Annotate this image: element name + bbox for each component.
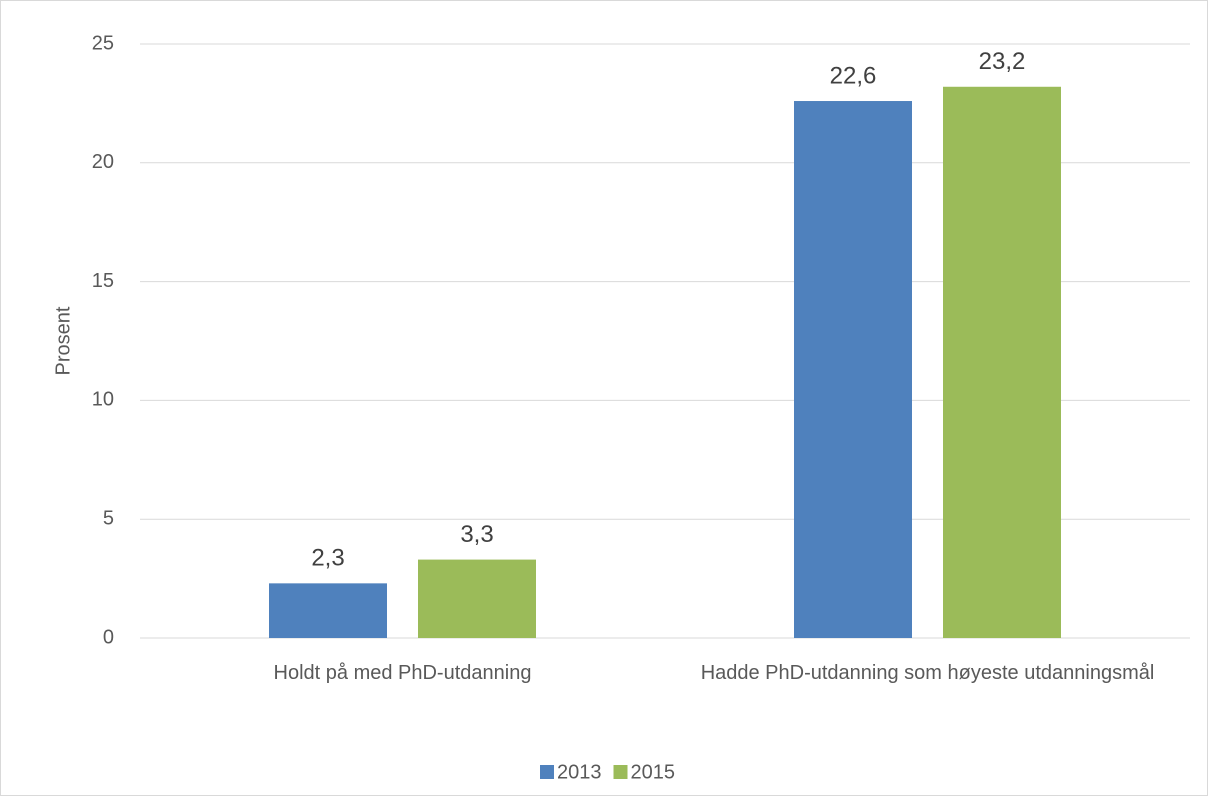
y-tick-label: 5 xyxy=(103,507,114,529)
y-tick-label: 25 xyxy=(92,32,114,54)
bar xyxy=(943,86,1061,638)
x-tick-label: Holdt på med PhD-utdanning xyxy=(273,662,532,684)
legend-swatch xyxy=(613,765,628,779)
bar xyxy=(418,559,536,638)
y-tick-label: 10 xyxy=(92,389,114,411)
legend-swatch xyxy=(540,765,554,779)
bar xyxy=(269,583,387,638)
legend-label: 2013 xyxy=(557,761,602,783)
data-label: 3,3 xyxy=(460,521,493,548)
data-label: 22,6 xyxy=(830,62,877,89)
legend-label: 2015 xyxy=(631,761,676,783)
y-tick-label: 0 xyxy=(103,626,114,648)
x-tick-label: Hadde PhD-utdanning som høyeste utdannin… xyxy=(700,662,1155,684)
bar xyxy=(794,101,912,639)
y-tick-label: 15 xyxy=(92,270,114,292)
y-tick-label: 20 xyxy=(92,151,114,173)
y-axis-label: Prosent xyxy=(52,306,74,375)
data-label: 2,3 xyxy=(311,545,344,572)
data-label: 23,2 xyxy=(979,48,1026,75)
